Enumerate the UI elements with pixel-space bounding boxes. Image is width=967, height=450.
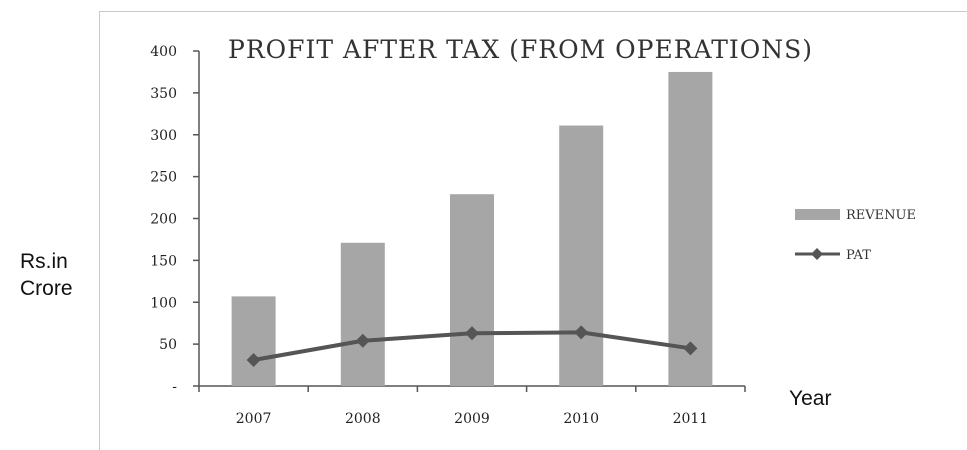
y-tick-label: 100: [150, 295, 177, 311]
revenue-bar-2008: [340, 242, 385, 386]
legend-label-pat: PAT: [846, 248, 871, 263]
revenue-bar-2007: [231, 296, 276, 386]
pat-marker-2011: [683, 341, 698, 356]
revenue-bar-2010: [559, 125, 604, 386]
x-tick-label: 2009: [454, 411, 490, 427]
y-tick-label: 300: [150, 128, 177, 144]
revenue-bar-2011: [668, 71, 713, 386]
y-tick-label: 350: [150, 86, 177, 102]
x-tick-label: 2010: [563, 411, 599, 427]
y-tick-label: 50: [159, 337, 177, 353]
y-tick-label: 200: [150, 212, 177, 228]
x-axis: 2007 2008 2009 2010 2011: [198, 385, 746, 427]
y-tick-label: 400: [150, 44, 177, 60]
pat-marker-2010: [574, 325, 589, 340]
y-tick-label: 150: [150, 253, 177, 269]
y-axis-label-line1: Rs.in: [20, 250, 68, 273]
legend: REVENUE PAT: [795, 208, 916, 263]
revenue-bars: [231, 71, 713, 386]
pat-marker-2009: [465, 326, 479, 341]
pat-marker-2007: [246, 353, 261, 368]
legend-label-revenue: REVENUE: [846, 208, 916, 223]
y-tick-label: -: [172, 379, 177, 395]
x-tick-label: 2008: [345, 411, 381, 427]
x-tick-label: 2011: [673, 411, 709, 427]
y-axis-label-line2: Crore: [20, 277, 73, 300]
legend-swatch-revenue: [795, 209, 840, 220]
x-tick-label: 2007: [236, 411, 272, 427]
revenue-bar-2009: [450, 194, 494, 386]
y-axis: - 50 100 150 200 250 300 350 400: [150, 44, 200, 395]
legend-swatch-pat-marker: [811, 248, 823, 260]
pat-marker-2008: [355, 333, 370, 348]
y-tick-label: 250: [150, 170, 177, 186]
frame-left-border: [99, 11, 100, 450]
chart-title: PROFIT AFTER TAX (FROM OPERATIONS): [228, 35, 813, 64]
x-axis-label: Year: [789, 387, 832, 410]
y-axis-label: Rs.in Crore: [20, 248, 73, 302]
frame-top-border: [99, 11, 967, 12]
pat-series: [246, 325, 698, 368]
